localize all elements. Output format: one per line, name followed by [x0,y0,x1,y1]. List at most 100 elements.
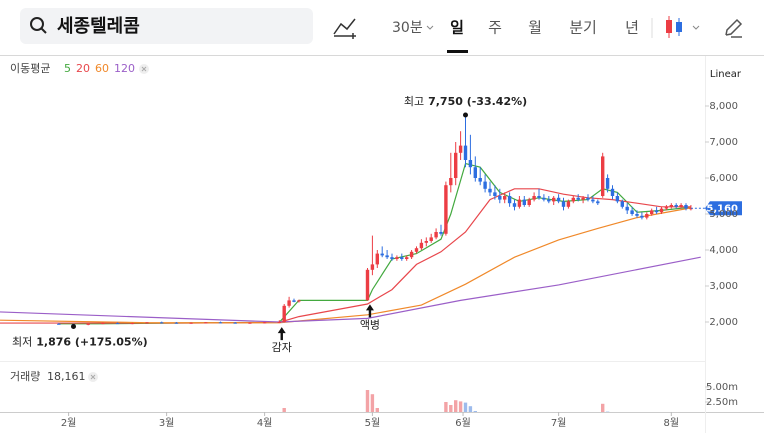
y-tick-label: 2,000 [709,317,738,328]
search-icon [30,17,47,34]
volume-bar [375,408,379,412]
y-tick-label: 6,000 [709,173,738,184]
period-button[interactable]: 분기 [569,19,597,37]
period-button[interactable]: 월 [528,19,542,37]
ma-line [0,207,692,324]
extreme-value: 1,876 (+175.05%) [36,335,147,348]
close-ma[interactable] [139,64,149,74]
candle-body [566,201,571,207]
volume-bar [537,415,540,417]
volume-bar [626,415,629,417]
candle-body [282,305,286,322]
volume-bar [640,415,643,417]
ma-legend-item[interactable]: 5 [64,62,71,75]
candle-body [674,205,678,207]
last-price-tag [705,201,742,216]
volume-title: 거래량 [10,370,40,383]
ma-legend-item[interactable]: 20 [76,62,90,75]
draw-icon[interactable] [725,18,743,38]
x-tick-label: 4월 [257,417,273,429]
candle-body [458,145,463,153]
candle-body [610,188,615,196]
candle-body [581,197,585,200]
candle-body [684,205,688,209]
candle-body [498,196,502,200]
volume-bar [434,413,437,417]
ma-legend-title: 이동평균 [10,62,50,75]
candle-body [625,206,629,211]
indicator-icon[interactable] [333,18,356,39]
candle-body [297,300,301,302]
candle-body [571,197,575,202]
candle-body [454,152,458,178]
search-box[interactable] [20,8,313,44]
search-text[interactable]: 세종텔레콤 [57,16,140,37]
candle-body [556,197,561,202]
candle-body [601,156,605,196]
close-volume[interactable] [88,372,98,382]
x-tick-label: 3월 [159,417,175,429]
volume-bar [552,415,555,417]
y-tick-label: 8,000 [709,101,738,112]
volume-bar [292,415,295,417]
volume-bar [547,415,550,417]
candle-body [547,199,551,202]
volume-bar [621,415,624,417]
candle-body [409,251,414,258]
candle-body [145,322,149,324]
volume-bar [611,413,614,417]
candle-body [86,323,90,325]
period-button[interactable]: 일 [450,19,464,37]
volume-bar [630,414,633,417]
volume-bar [430,414,433,417]
candle-body [615,196,620,202]
extreme-dot [71,323,76,329]
volume-bar [513,415,516,417]
volume-bar [493,415,496,417]
candle-body [522,199,526,205]
interval-button[interactable]: 30분 [392,20,423,36]
volume-bar [425,414,428,417]
period-button[interactable]: 년 [625,19,639,37]
volume-bar [567,415,570,417]
ma-line [0,188,691,324]
volume-bar [591,416,594,418]
x-tick-label: 6월 [455,417,471,429]
candle-body [503,196,507,200]
candle-body [640,215,644,218]
candle-body [517,199,522,207]
extreme-label: 최저 [12,335,32,348]
volume-bar [518,414,521,417]
volume-y-tick-label: 2.50m [706,397,738,408]
volume-bar [523,415,526,417]
candle-body [233,322,237,324]
scale-label[interactable]: Linear [710,69,742,80]
volume-bar [601,403,605,412]
ma-legend-item[interactable]: 120 [114,62,135,75]
volume-bar [586,415,589,417]
candle-body [400,257,404,259]
candle-body [370,264,375,270]
candle-body [527,199,531,205]
volume-bar [405,415,408,417]
candle-body [576,197,580,200]
volume-label: 18,161 [47,370,86,383]
candle-body [473,167,477,178]
candle-body [414,248,419,252]
y-tick-label: 5,000 [709,209,738,220]
ma-legend-item[interactable]: 60 [95,62,109,75]
candle-body [512,203,517,207]
volume-bar [365,390,370,412]
candle-body [507,196,512,204]
candle-body [292,300,296,302]
volume-bar [390,415,393,417]
period-button[interactable]: 주 [488,19,502,37]
candle-body [405,257,409,259]
candle-body [493,192,497,196]
volume-bar [498,414,501,417]
candle-type-icon[interactable] [666,16,700,38]
candle-body [174,322,179,324]
volume-bar [479,413,482,417]
candle-body [586,197,590,200]
